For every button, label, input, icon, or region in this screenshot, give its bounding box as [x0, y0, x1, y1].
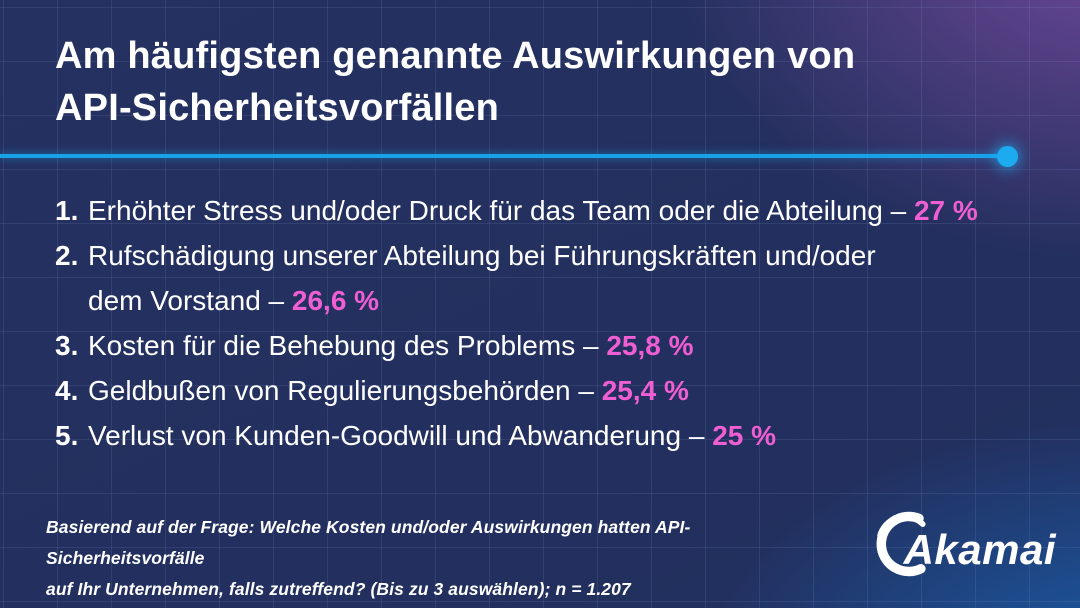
item-percentage: 25,4 %	[601, 375, 689, 406]
item-number: 5.	[55, 420, 79, 451]
item-percentage: 27 %	[913, 195, 978, 226]
item-number: 2.	[55, 240, 79, 271]
item-text: Verlust von Kunden-Goodwill und Abwander…	[88, 420, 777, 451]
item-number: 4.	[55, 375, 79, 406]
item-text: Geldbußen von Regulierungsbehörden – 25,…	[88, 375, 689, 406]
item-percentage: 26,6 %	[291, 285, 380, 316]
akamai-logo: Akamai	[862, 508, 1056, 582]
divider-endpoint-dot	[997, 146, 1018, 167]
list-item: 3. Kosten für die Behebung des Problems –…	[55, 323, 1055, 368]
item-text: Erhöhter Stress und/oder Druck für das T…	[88, 195, 978, 226]
item-percentage: 25,8 %	[606, 330, 694, 361]
list-item: 5. Verlust von Kunden-Goodwill und Abwand…	[55, 413, 1055, 458]
akamai-swoosh-icon	[862, 508, 938, 582]
footnote: Basierend auf der Frage: Welche Kosten u…	[46, 512, 846, 605]
item-percentage: 25 %	[712, 420, 777, 451]
page-title-line-2: API-Sicherheitsvorfällen	[55, 87, 500, 129]
divider-line	[0, 154, 1009, 158]
footnote-line-2: auf Ihr Unternehmen, falls zutreffend? (…	[46, 579, 631, 599]
footnote-line-1: Basierend auf der Frage: Welche Kosten u…	[46, 517, 691, 568]
item-text: Rufschädigung unserer Abteilung bei Führ…	[88, 240, 876, 316]
list-item: 4. Geldbußen von Regulierungsbehörden – 2…	[55, 368, 1055, 413]
akamai-wordmark: Akamai	[903, 526, 1056, 573]
page-title: Am häufigsten genannte Auswirkungen von …	[55, 30, 1035, 134]
page-title-line-1: Am häufigsten genannte Auswirkungen von	[55, 35, 856, 77]
list-item: 2. Rufschädigung unserer Abteilung bei Fü…	[55, 233, 1055, 323]
impact-list: 1. Erhöhter Stress und/oder Druck für das…	[55, 188, 1055, 458]
item-number: 3.	[55, 330, 79, 361]
item-text: Kosten für die Behebung des Problems – 2…	[88, 330, 694, 361]
list-item: 1. Erhöhter Stress und/oder Druck für das…	[55, 188, 1055, 233]
item-number: 1.	[55, 195, 79, 226]
